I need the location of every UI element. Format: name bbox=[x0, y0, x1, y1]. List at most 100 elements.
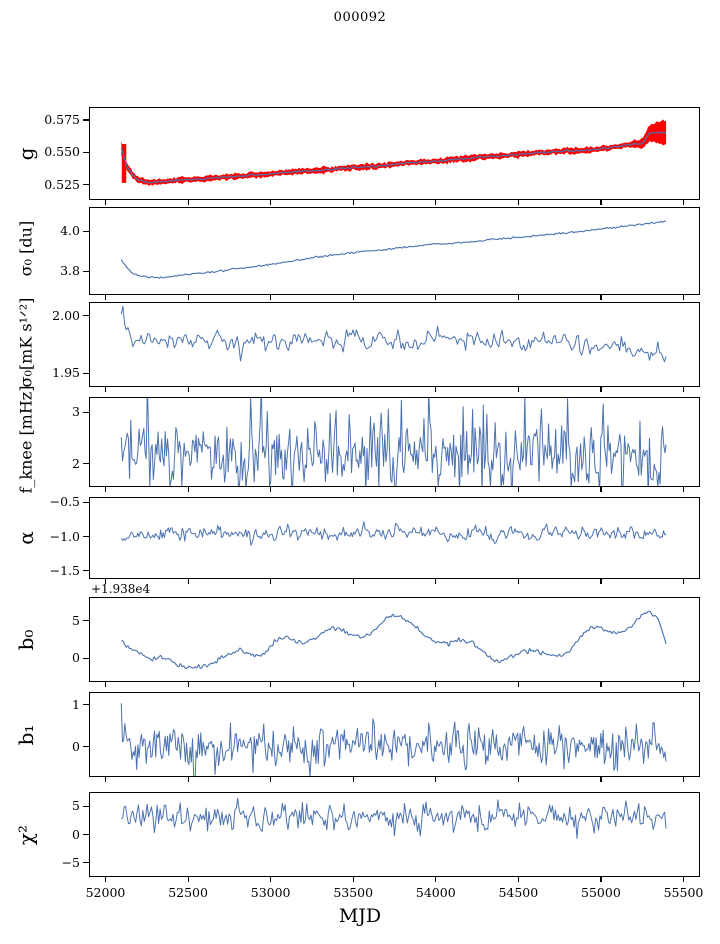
y-tick-mark bbox=[83, 805, 89, 807]
x-tick-mark bbox=[105, 200, 107, 205]
x-tick-mark bbox=[270, 487, 272, 492]
x-tick-label: 55000 bbox=[581, 885, 621, 900]
x-tick-mark bbox=[682, 295, 685, 300]
x-tick-mark bbox=[435, 777, 437, 782]
figure-title: 000092 bbox=[333, 10, 387, 25]
y-tick-label: 5 bbox=[72, 798, 80, 814]
x-tick-mark bbox=[270, 200, 272, 205]
x-tick-mark bbox=[105, 877, 107, 882]
x-tick-label: 53000 bbox=[250, 885, 291, 900]
x-tick-mark bbox=[517, 200, 519, 205]
y-tick-label: −0.5 bbox=[49, 494, 80, 510]
y-tick-label: 0 bbox=[72, 650, 80, 666]
x-tick-mark bbox=[105, 579, 107, 584]
y-tick-mark bbox=[83, 463, 89, 465]
x-tick-mark bbox=[435, 682, 437, 687]
x-tick-mark bbox=[435, 200, 437, 205]
y-tick-label: 4.0 bbox=[60, 223, 80, 238]
panel-b0 bbox=[89, 597, 700, 682]
x-tick-mark bbox=[187, 682, 189, 687]
x-tick-mark bbox=[352, 387, 354, 392]
x-tick-mark bbox=[105, 487, 107, 492]
x-tick-mark bbox=[600, 200, 602, 205]
x-tick-mark bbox=[270, 777, 272, 782]
x-tick-mark bbox=[517, 387, 519, 392]
x-tick-label: 54500 bbox=[498, 885, 539, 900]
x-tick-mark bbox=[682, 579, 685, 584]
x-tick-mark bbox=[352, 295, 354, 300]
x-tick-mark bbox=[682, 682, 685, 687]
x-tick-mark bbox=[517, 777, 519, 782]
x-tick-mark bbox=[600, 579, 602, 584]
y-tick-mark bbox=[83, 119, 89, 121]
y-tick-label: 2.00 bbox=[52, 307, 80, 323]
x-tick-mark bbox=[270, 877, 272, 882]
y-tick-mark bbox=[83, 657, 89, 659]
y-tick-label: 2 bbox=[72, 455, 80, 471]
panel-sigma0-mk bbox=[89, 302, 700, 387]
panel-fknee bbox=[89, 397, 700, 487]
y-tick-label: 3 bbox=[72, 404, 80, 420]
y-tick-mark bbox=[83, 834, 89, 836]
x-tick-mark bbox=[517, 579, 519, 584]
x-tick-mark bbox=[352, 579, 354, 584]
x-tick-mark bbox=[270, 579, 272, 584]
panel-alpha bbox=[89, 497, 700, 579]
y-tick-label: 0.525 bbox=[44, 176, 80, 192]
y-tick-mark bbox=[83, 184, 89, 186]
x-tick-mark bbox=[187, 877, 189, 882]
x-tick-mark bbox=[435, 387, 437, 392]
x-tick-mark bbox=[270, 682, 272, 687]
x-axis-label: MJD bbox=[338, 905, 382, 927]
x-tick-label: 53500 bbox=[333, 885, 374, 900]
y-tick-mark bbox=[83, 746, 89, 748]
x-tick-mark bbox=[105, 682, 107, 687]
y-tick-mark bbox=[83, 620, 89, 622]
y-tick-label: 3.8 bbox=[60, 263, 80, 278]
x-tick-mark bbox=[270, 387, 272, 392]
y-tick-label: 1 bbox=[72, 696, 80, 712]
x-tick-mark bbox=[517, 295, 519, 300]
x-tick-mark bbox=[682, 387, 685, 392]
x-tick-label: 52500 bbox=[168, 885, 208, 900]
y-tick-mark bbox=[83, 372, 89, 374]
x-tick-mark bbox=[105, 777, 107, 782]
x-tick-mark bbox=[105, 295, 107, 300]
x-tick-mark bbox=[435, 487, 437, 492]
y-tick-label: 0 bbox=[72, 738, 80, 754]
y-tick-label: −1.0 bbox=[49, 528, 80, 544]
x-tick-mark bbox=[352, 877, 354, 882]
y-tick-mark bbox=[83, 704, 89, 706]
y-tick-mark bbox=[83, 536, 89, 538]
y-tick-mark bbox=[83, 151, 89, 153]
y-tick-mark bbox=[83, 501, 89, 504]
x-tick-label: 54000 bbox=[415, 885, 456, 900]
x-tick-mark bbox=[682, 877, 685, 882]
x-tick-mark bbox=[600, 387, 602, 392]
y-tick-label: 0.575 bbox=[44, 111, 80, 127]
x-tick-mark bbox=[352, 682, 354, 687]
x-tick-mark bbox=[600, 295, 602, 300]
x-tick-mark bbox=[600, 877, 602, 882]
x-tick-mark bbox=[435, 295, 437, 300]
x-tick-label: 55500 bbox=[663, 885, 704, 900]
y-tick-mark bbox=[83, 411, 89, 414]
x-tick-mark bbox=[517, 487, 519, 492]
x-tick-mark bbox=[517, 877, 519, 882]
y-tick-label: −1.5 bbox=[49, 562, 80, 578]
x-tick-mark bbox=[435, 579, 437, 584]
x-tick-mark bbox=[352, 200, 354, 205]
panel-g bbox=[89, 107, 700, 200]
y-tick-label: 0.550 bbox=[44, 144, 80, 160]
x-tick-mark bbox=[600, 487, 602, 492]
x-tick-mark bbox=[187, 387, 189, 392]
x-tick-mark bbox=[270, 295, 272, 300]
x-tick-mark bbox=[187, 579, 189, 584]
y-tick-label: 5 bbox=[72, 612, 80, 628]
y-axis-offset-label: +1.938e4 bbox=[91, 582, 151, 596]
x-tick-mark bbox=[600, 777, 602, 782]
x-tick-mark bbox=[600, 682, 602, 687]
x-tick-mark bbox=[187, 200, 189, 205]
x-tick-mark bbox=[682, 777, 685, 782]
